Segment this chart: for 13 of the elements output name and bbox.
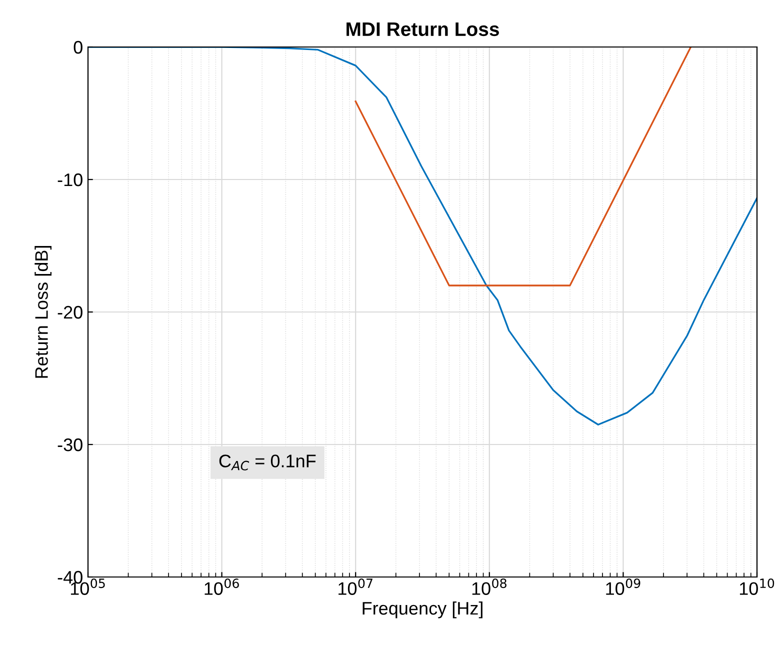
annotation: C$_{AC}$ = 0.1nF	[219, 454, 316, 470]
x-tick-label: 10$^{06}$	[204, 578, 239, 595]
x-tick-label: 10$^{09}$	[606, 578, 640, 595]
x-tick-label: 10$^{08}$	[472, 578, 506, 595]
chart-title: MDI Return Loss	[346, 22, 499, 36]
y-axis-title: Return Loss [dB]	[34, 246, 52, 378]
x-axis-title: Frequency [Hz]	[362, 601, 482, 618]
x-tick-label: 10$^{07}$	[338, 578, 372, 595]
y-tick-label: -10	[58, 173, 82, 186]
y-tick-label: 0	[74, 40, 82, 54]
y-tick-label: -20	[58, 306, 82, 319]
y-tick-label: -30	[58, 438, 82, 452]
x-tick-label: 10$^{10}$	[740, 578, 774, 595]
